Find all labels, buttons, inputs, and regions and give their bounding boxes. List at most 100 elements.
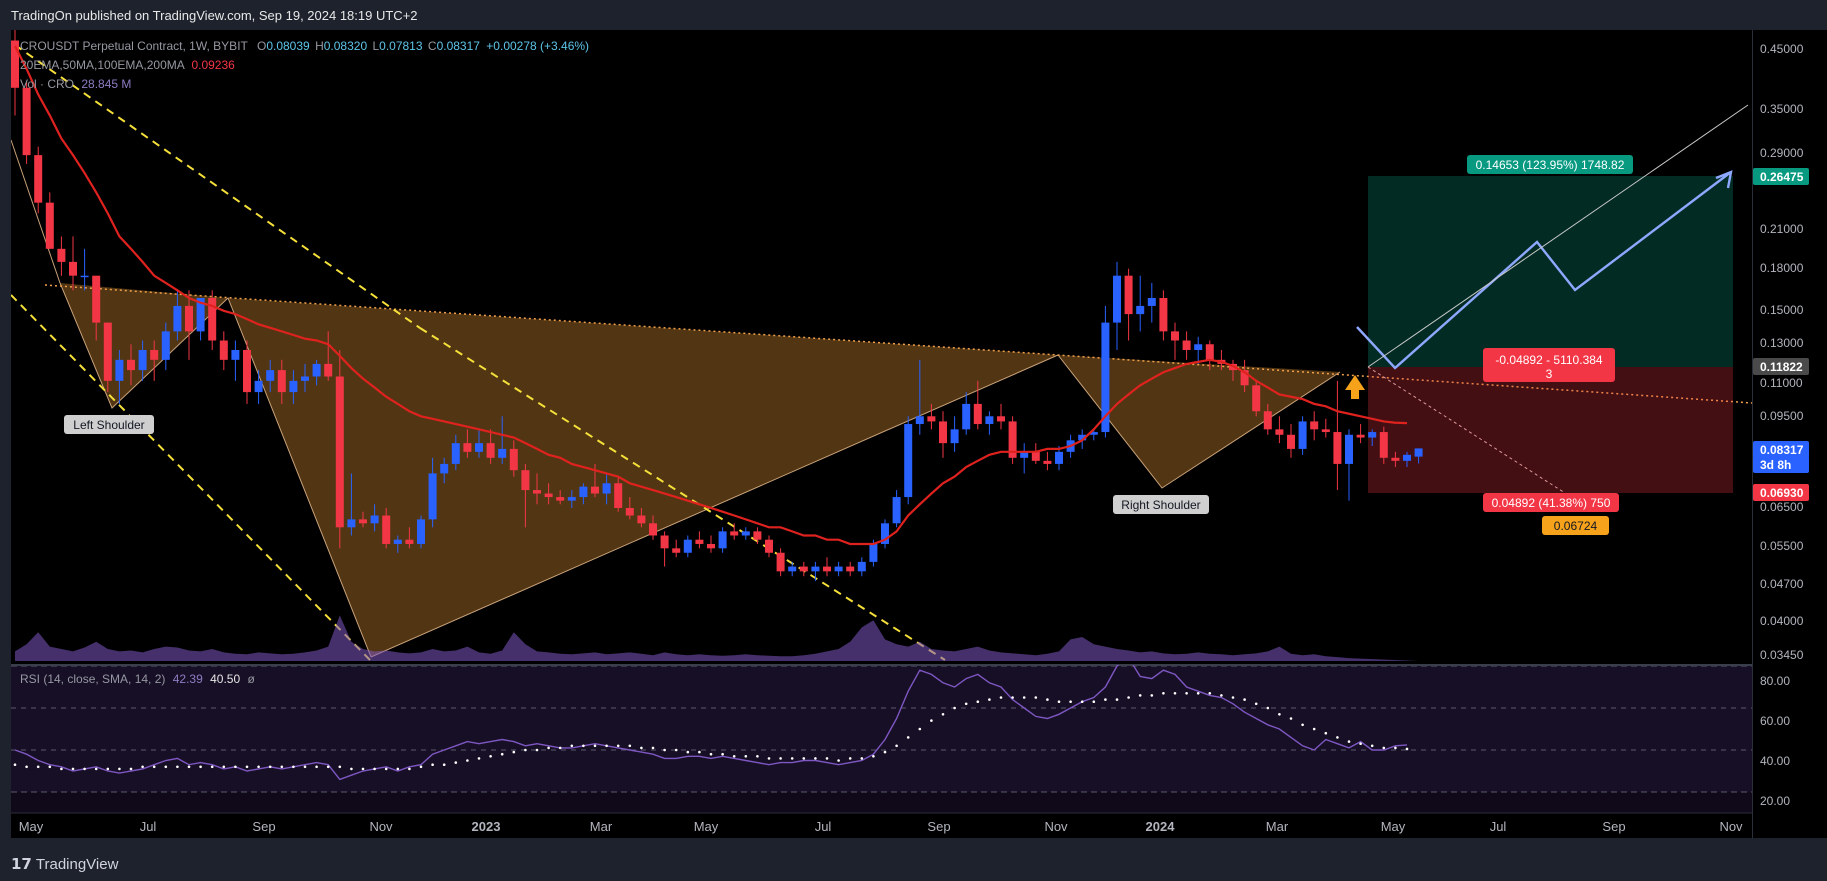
candle-body bbox=[939, 421, 947, 444]
candle-body bbox=[602, 483, 611, 494]
rsi-ma-dot bbox=[779, 757, 782, 760]
candle-body bbox=[347, 519, 356, 528]
rsi-ma-dot bbox=[605, 744, 608, 748]
time-tick-label: May bbox=[694, 819, 719, 834]
rsi-ma-dot bbox=[988, 698, 991, 701]
candle-body bbox=[614, 483, 623, 508]
candle-body bbox=[150, 349, 159, 360]
rsi-ma-dot bbox=[663, 748, 666, 752]
time-tick-label: Sep bbox=[927, 819, 950, 834]
candle-body bbox=[138, 349, 147, 371]
rsi-ma-dot bbox=[36, 765, 40, 769]
rsi-ma-dot bbox=[1057, 700, 1061, 703]
candle-body bbox=[1159, 298, 1168, 332]
price-tag-label: 0.06930 bbox=[1760, 486, 1804, 500]
candles bbox=[11, 30, 1423, 582]
rsi-ma-dot bbox=[1208, 692, 1212, 695]
tradingview-logo[interactable]: 𝟭𝟳 TradingView bbox=[11, 855, 118, 873]
volume-area bbox=[15, 615, 1419, 661]
rsi-ma-dot bbox=[1220, 694, 1223, 697]
stop-trend-line bbox=[1367, 366, 1566, 494]
candle-body bbox=[556, 497, 565, 501]
rsi-ma-dot bbox=[71, 767, 75, 771]
overlay-drawings bbox=[14, 45, 1749, 546]
candle-body bbox=[591, 486, 599, 494]
rsi-ma-dot bbox=[1162, 692, 1165, 695]
volume-legend[interactable]: Vol · CRO 28.845 M bbox=[20, 77, 131, 91]
candle-body bbox=[1136, 305, 1145, 315]
candle-body bbox=[1182, 340, 1191, 350]
rsi-ma-dot bbox=[1069, 700, 1072, 703]
open-label: O bbox=[256, 39, 267, 53]
rsi-ma-dot bbox=[408, 767, 411, 771]
candle-body bbox=[359, 519, 367, 524]
rsi-ma-dot bbox=[1231, 696, 1235, 699]
time-tick-label: Jul bbox=[815, 819, 832, 834]
rsi-ma-dot bbox=[1336, 736, 1339, 739]
candle-body bbox=[1263, 411, 1272, 430]
candle-body bbox=[266, 370, 275, 381]
rsi-ma-dot bbox=[1370, 744, 1374, 748]
candle-body bbox=[161, 331, 170, 360]
volume-area-fill bbox=[15, 615, 1419, 661]
candle-body bbox=[34, 155, 43, 203]
chart-svg[interactable]: 0.450000.350000.290000.250000.210000.180… bbox=[0, 0, 1827, 838]
rsi-ma-dot bbox=[245, 765, 249, 769]
open-value: 0.08039 bbox=[266, 39, 310, 53]
rsi-ma-dot bbox=[698, 750, 701, 754]
rsi-ma-dot bbox=[547, 746, 550, 750]
rsi-ma-dot bbox=[1092, 700, 1096, 703]
rsi-ma-dot bbox=[419, 765, 423, 769]
candle-body bbox=[1403, 454, 1411, 461]
candle-body bbox=[57, 248, 66, 262]
rsi-ma-dot bbox=[106, 767, 110, 771]
time-tick-label: Jul bbox=[1490, 819, 1507, 834]
neckline bbox=[44, 284, 1752, 404]
time-tick-label: Sep bbox=[1602, 819, 1625, 834]
symbol-legend[interactable]: CROUSDT Perpetual Contract, 1W, BYBIT O0… bbox=[20, 39, 589, 53]
candle-body bbox=[823, 566, 831, 572]
ma-legend[interactable]: 20EMA,50MA,100EMA,200MA 0.09236 bbox=[20, 58, 235, 72]
rsi-ma-dot bbox=[431, 763, 434, 766]
rsi-ma-dot bbox=[268, 765, 272, 769]
rsi-ma-dot bbox=[1011, 696, 1014, 699]
rsi-ma-dot bbox=[477, 757, 481, 760]
candle-body bbox=[127, 359, 135, 371]
candle-body bbox=[533, 490, 541, 494]
tv-logo-icon: 𝟭𝟳 bbox=[11, 856, 32, 873]
price-tag-label: 0.08317 bbox=[1760, 443, 1804, 457]
rsi-tick-label: 80.00 bbox=[1760, 674, 1790, 688]
volume-label: Vol · CRO bbox=[20, 77, 75, 91]
rsi-ma-dot bbox=[999, 696, 1003, 699]
candle-body bbox=[857, 561, 866, 572]
rsi-ma-dot bbox=[1046, 698, 1049, 701]
time-tick-label: Sep bbox=[252, 819, 275, 834]
candle-body bbox=[799, 566, 808, 572]
time-tick-label: Mar bbox=[590, 819, 613, 834]
candle-body bbox=[185, 305, 193, 332]
stop-zone bbox=[1368, 367, 1733, 493]
candle-body bbox=[579, 486, 588, 498]
rsi-ma-dot bbox=[1289, 717, 1293, 720]
candle-body bbox=[695, 539, 704, 544]
candle-body bbox=[428, 473, 437, 520]
ma-label: 20EMA,50MA,100EMA,200MA bbox=[20, 58, 185, 72]
rsi-ma-dot bbox=[442, 763, 446, 766]
channel-upper-line bbox=[14, 44, 421, 329]
rsi-ma-dot bbox=[1254, 702, 1258, 706]
rsi-ma-dot bbox=[1080, 700, 1084, 703]
rsi-legend[interactable]: RSI (14, close, SMA, 14, 2) 42.39 40.50 … bbox=[20, 672, 255, 686]
rsi-ma-dot bbox=[48, 765, 52, 769]
stop-box-line1: -0.04892 - 5110.384 bbox=[1495, 353, 1603, 367]
candle-body bbox=[811, 566, 820, 572]
price-axis[interactable] bbox=[1752, 30, 1827, 838]
candle-body bbox=[451, 443, 460, 464]
rsi-ma-dot bbox=[60, 767, 63, 771]
high-label: H bbox=[315, 39, 324, 53]
rsi-ma-dot bbox=[1104, 698, 1107, 701]
candle-body bbox=[45, 202, 54, 249]
target-box-label: 0.14653 (123.95%) 1748.82 bbox=[1476, 158, 1625, 172]
price-tick-label: 0.45000 bbox=[1760, 42, 1804, 56]
rsi-ma-dot bbox=[872, 755, 875, 758]
candle-body bbox=[301, 376, 309, 381]
